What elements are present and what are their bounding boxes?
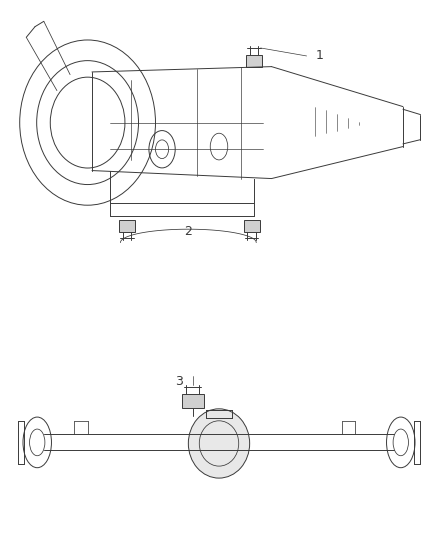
FancyBboxPatch shape bbox=[244, 220, 260, 232]
Text: 3: 3 bbox=[175, 375, 183, 387]
FancyBboxPatch shape bbox=[246, 55, 262, 67]
Text: 1: 1 bbox=[315, 50, 323, 62]
FancyBboxPatch shape bbox=[119, 220, 135, 232]
Ellipse shape bbox=[188, 409, 250, 478]
Text: 2: 2 bbox=[184, 225, 192, 238]
FancyBboxPatch shape bbox=[182, 394, 204, 408]
